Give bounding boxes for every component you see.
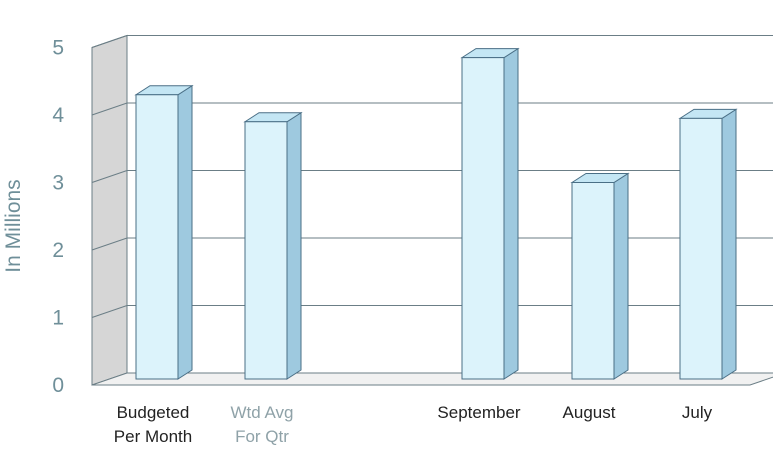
y-tick-label: 2 <box>52 239 64 262</box>
bar-side <box>503 47 519 380</box>
y-tick-label: 1 <box>52 307 64 330</box>
gridline <box>91 237 773 251</box>
bar-front <box>135 94 179 380</box>
y-axis-label: In Millions <box>2 179 25 272</box>
gridline <box>91 34 773 49</box>
y-tick-labels: 0 1 2 3 4 5 <box>52 37 64 398</box>
bar <box>243 111 303 380</box>
bar <box>678 108 738 380</box>
bar <box>570 172 630 380</box>
bar-side <box>613 172 629 380</box>
y-tick-label: 4 <box>52 104 64 127</box>
x-tick-label: July <box>682 403 713 422</box>
y-tick-label: 5 <box>52 37 64 60</box>
gridlines <box>91 34 773 319</box>
x-tick-label: August <box>563 403 616 422</box>
side-wall <box>91 34 128 386</box>
back-wall <box>126 35 773 374</box>
gridline <box>91 304 773 319</box>
y-tick-label: 0 <box>52 374 64 397</box>
x-tick-label: Budgeted Per Month <box>114 403 192 446</box>
x-tick-label: September <box>437 403 520 422</box>
floor <box>91 372 773 386</box>
bar-side <box>721 108 737 380</box>
gridline <box>91 102 773 116</box>
bar-front <box>461 57 505 380</box>
bar-front <box>679 117 723 380</box>
bar-side <box>177 84 193 380</box>
x-category-labels: Budgeted Per Month Wtd Avg For Qtr September… <box>114 403 713 446</box>
bar-front <box>244 121 288 380</box>
x-tick-label: Wtd Avg For Qtr <box>231 403 294 446</box>
chart-walls <box>91 34 773 386</box>
bar-front <box>571 182 615 380</box>
bar <box>460 47 520 380</box>
y-tick-label: 3 <box>52 172 64 195</box>
gridline <box>91 169 773 184</box>
bars <box>134 47 738 380</box>
bar-side <box>286 111 302 380</box>
bar <box>134 84 194 380</box>
